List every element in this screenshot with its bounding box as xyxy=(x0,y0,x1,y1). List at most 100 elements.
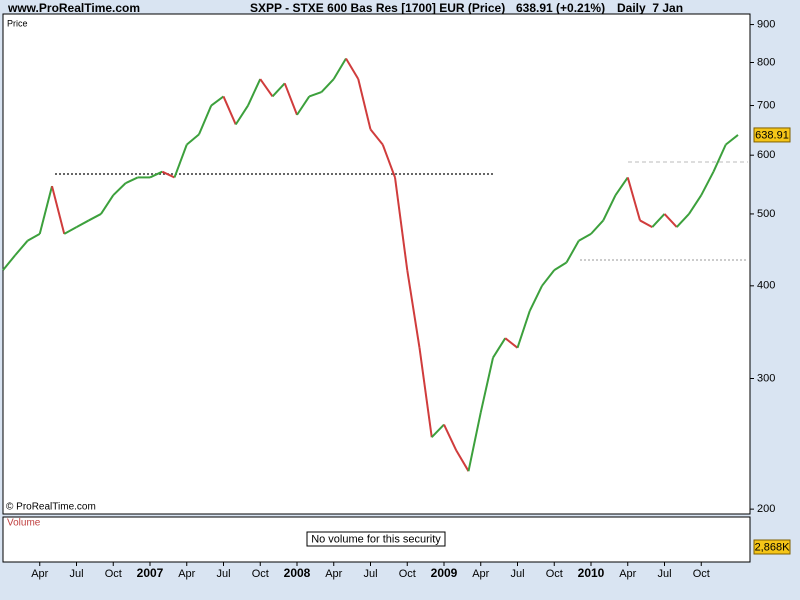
price-segment xyxy=(173,144,188,178)
price-segment xyxy=(578,232,592,242)
x-tick-label: Jul xyxy=(69,568,83,580)
price-segment xyxy=(725,134,739,146)
x-tick-label: Oct xyxy=(252,568,269,580)
price-segment xyxy=(186,133,200,146)
price-segment xyxy=(100,194,115,215)
price-segment xyxy=(614,176,629,196)
x-tick-label: Jul xyxy=(510,568,524,580)
y-tick-label: 200 xyxy=(757,503,775,515)
price-segment xyxy=(259,78,274,98)
price-segment xyxy=(455,449,470,472)
price-segment xyxy=(125,176,139,185)
price-segment xyxy=(381,144,396,178)
price-segment xyxy=(369,128,384,146)
y-tick-label: 300 xyxy=(757,372,775,384)
x-tick-label: Jul xyxy=(216,568,230,580)
x-tick-label: 2008 xyxy=(284,566,311,580)
x-tick-label: Apr xyxy=(472,568,489,580)
price-segment xyxy=(504,337,519,349)
chart-title: SXPP - STXE 600 Bas Res [1700] EUR (Pric… xyxy=(250,1,505,15)
price-segment xyxy=(27,232,41,242)
price-segment xyxy=(541,269,556,287)
price-segment xyxy=(639,219,653,228)
volume-label: Volume xyxy=(7,518,41,529)
price-segment xyxy=(492,337,507,359)
x-tick-label: Jul xyxy=(363,568,377,580)
x-tick-label: 2010 xyxy=(578,566,605,580)
price-segment xyxy=(565,240,580,264)
price-segment xyxy=(283,82,298,116)
price-segment xyxy=(651,213,666,228)
x-tick-label: Oct xyxy=(546,568,563,580)
volume-tag xyxy=(753,539,791,555)
price-segment xyxy=(296,95,311,116)
x-tick-label: Oct xyxy=(693,568,710,580)
period: Daily 7 Jan xyxy=(617,1,683,15)
y-tick-label: 800 xyxy=(757,56,775,68)
volume-note-box xyxy=(306,531,446,547)
price-segment xyxy=(332,57,347,80)
price-segment xyxy=(553,261,568,271)
price-panel xyxy=(2,13,751,515)
last-price: 638.91 xyxy=(755,129,789,141)
x-tick-label: Jul xyxy=(657,568,671,580)
price-segment xyxy=(516,310,531,349)
x-tick-label: Apr xyxy=(619,568,636,580)
price-segment xyxy=(161,170,175,179)
price-segment xyxy=(712,144,727,173)
price-segment xyxy=(602,194,617,221)
change: 638.91 (+0.21%) xyxy=(516,1,605,15)
price-segment xyxy=(394,177,409,271)
price-segment xyxy=(688,194,703,215)
price-segment xyxy=(590,219,604,235)
x-tick-label: Apr xyxy=(31,568,48,580)
price-segment xyxy=(479,357,494,413)
price-segment xyxy=(234,104,249,126)
price-segment xyxy=(88,213,102,222)
price-segment xyxy=(271,82,286,98)
price-segment xyxy=(2,254,17,271)
y-tick-label: 400 xyxy=(757,280,775,292)
y-tick-label: 500 xyxy=(757,208,775,220)
price-segment xyxy=(76,219,90,228)
price-segment xyxy=(247,78,262,106)
x-tick-label: Oct xyxy=(399,568,416,580)
price-segment xyxy=(406,269,421,348)
price-segment xyxy=(51,185,66,235)
x-tick-label: 2009 xyxy=(431,566,458,580)
price-segment xyxy=(357,78,372,130)
price-segment xyxy=(308,91,322,98)
copyright: © ProRealTime.com xyxy=(6,502,96,513)
price-segment xyxy=(38,185,53,235)
y-tick-label: 700 xyxy=(757,99,775,111)
price-segment xyxy=(663,213,678,228)
price-segment xyxy=(431,423,445,438)
price-segment xyxy=(345,57,360,80)
last-price-tag xyxy=(753,127,791,143)
price-segment xyxy=(63,226,77,235)
price-segment xyxy=(112,182,127,196)
y-label: Price xyxy=(7,18,28,28)
price-segment xyxy=(700,171,715,196)
price-segment xyxy=(320,78,335,93)
price-segment xyxy=(467,412,482,472)
x-tick-label: Apr xyxy=(325,568,342,580)
source: www.ProRealTime.com xyxy=(7,1,140,15)
price-segment xyxy=(418,347,433,438)
volume-note: No volume for this security xyxy=(311,533,441,545)
price-segment xyxy=(626,177,641,221)
x-tick-label: Apr xyxy=(178,568,195,580)
y-tick-label: 600 xyxy=(757,149,775,161)
price-segment xyxy=(222,96,237,125)
price-segment xyxy=(198,105,213,135)
price-segment xyxy=(443,424,458,451)
price-segment xyxy=(676,213,690,228)
price-segment xyxy=(14,240,29,256)
x-tick-label: 2007 xyxy=(137,566,164,580)
volume-value: 2,868K xyxy=(755,541,791,553)
price-segment xyxy=(528,285,543,312)
x-tick-label: Oct xyxy=(105,568,122,580)
y-tick-label: 900 xyxy=(757,18,775,30)
price-segment xyxy=(210,95,225,107)
